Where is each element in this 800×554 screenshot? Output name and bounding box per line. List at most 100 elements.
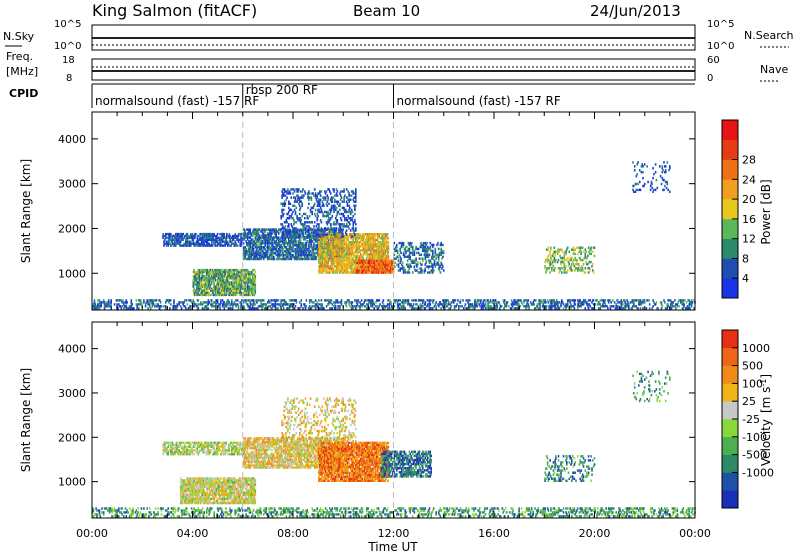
data-cell bbox=[226, 279, 229, 282]
data-cell bbox=[93, 307, 96, 310]
data-cell bbox=[468, 299, 471, 302]
data-cell bbox=[566, 305, 568, 308]
data-cell bbox=[180, 307, 183, 310]
data-cell bbox=[174, 307, 177, 310]
data-cell bbox=[481, 305, 483, 308]
data-cell bbox=[277, 299, 279, 302]
data-cell bbox=[163, 234, 165, 238]
data-cell bbox=[351, 301, 354, 304]
data-cell bbox=[252, 299, 255, 302]
data-cell bbox=[637, 307, 639, 310]
data-cell bbox=[468, 299, 470, 302]
data-cell bbox=[252, 305, 254, 308]
data-cell bbox=[226, 291, 228, 294]
data-cell bbox=[204, 305, 206, 308]
data-cell bbox=[394, 299, 396, 302]
data-cell bbox=[128, 307, 130, 310]
data-cell bbox=[376, 307, 379, 310]
data-cell bbox=[116, 303, 118, 306]
data-cell bbox=[237, 307, 240, 310]
data-cell bbox=[452, 301, 454, 304]
data-cell bbox=[164, 301, 167, 304]
data-cell bbox=[607, 301, 610, 304]
data-cell bbox=[617, 307, 619, 310]
data-cell bbox=[357, 301, 360, 304]
data-cell bbox=[387, 245, 390, 248]
data-cell bbox=[462, 299, 464, 302]
data-cell bbox=[126, 301, 128, 304]
data-cell bbox=[537, 303, 540, 306]
data-cell bbox=[545, 301, 547, 304]
data-cell bbox=[452, 299, 454, 302]
data-cell bbox=[257, 307, 259, 310]
data-cell bbox=[110, 299, 112, 302]
data-cell bbox=[363, 301, 365, 304]
data-cell bbox=[206, 293, 209, 297]
data-cell bbox=[265, 228, 267, 231]
data-cell bbox=[321, 305, 324, 308]
data-cell bbox=[280, 303, 282, 306]
data-cell bbox=[246, 303, 249, 306]
data-cell bbox=[442, 299, 445, 302]
data-cell bbox=[330, 299, 333, 302]
data-cell bbox=[484, 303, 487, 306]
data-cell bbox=[503, 301, 505, 304]
data-cell bbox=[401, 301, 403, 304]
data-cell bbox=[289, 305, 292, 308]
data-cell bbox=[407, 299, 410, 302]
data-cell bbox=[372, 301, 375, 304]
data-cell bbox=[224, 303, 226, 306]
data-cell bbox=[497, 301, 499, 304]
data-cell bbox=[602, 299, 605, 302]
data-cell bbox=[235, 242, 237, 245]
data-cell bbox=[421, 307, 423, 310]
data-cell bbox=[557, 305, 560, 308]
data-cell bbox=[131, 303, 133, 306]
data-cell bbox=[190, 299, 192, 302]
data-cell bbox=[240, 305, 242, 308]
data-cell bbox=[182, 301, 184, 304]
data-cell bbox=[135, 299, 138, 302]
data-cell bbox=[193, 303, 195, 306]
data-cell bbox=[269, 305, 272, 308]
data-cell bbox=[427, 305, 430, 308]
data-cell bbox=[163, 305, 165, 308]
data-cell bbox=[186, 232, 189, 236]
data-cell bbox=[253, 293, 256, 297]
data-cell bbox=[664, 301, 666, 304]
data-cell bbox=[473, 301, 476, 304]
data-cell bbox=[572, 305, 575, 308]
data-cell bbox=[410, 303, 412, 306]
data-cell bbox=[386, 233, 389, 236]
data-cell bbox=[282, 305, 284, 308]
data-cell bbox=[219, 305, 221, 308]
data-cell bbox=[579, 299, 581, 302]
data-cell bbox=[396, 307, 399, 310]
data-cell bbox=[197, 299, 200, 302]
data-cell bbox=[318, 257, 320, 260]
data-cell bbox=[157, 303, 159, 306]
data-cell bbox=[510, 299, 513, 302]
data-cell bbox=[279, 299, 282, 302]
data-cell bbox=[516, 303, 519, 306]
data-cell bbox=[581, 303, 584, 306]
data-cell bbox=[200, 301, 202, 304]
data-cell bbox=[172, 305, 174, 308]
data-cell bbox=[298, 301, 301, 304]
data-cell bbox=[415, 299, 417, 302]
data-cell bbox=[298, 307, 300, 310]
data-cell bbox=[352, 257, 355, 260]
data-cell bbox=[382, 303, 385, 306]
data-cell bbox=[233, 301, 236, 304]
data-cell bbox=[453, 301, 455, 304]
data-cell bbox=[249, 301, 252, 304]
data-cell bbox=[250, 303, 252, 306]
data-cell bbox=[370, 305, 372, 308]
data-cell bbox=[236, 303, 239, 306]
data-cell bbox=[490, 305, 493, 308]
data-cell bbox=[377, 307, 380, 310]
data-cell bbox=[655, 301, 658, 304]
data-cell bbox=[182, 303, 184, 306]
data-cell bbox=[504, 303, 506, 306]
data-cell bbox=[540, 301, 542, 304]
